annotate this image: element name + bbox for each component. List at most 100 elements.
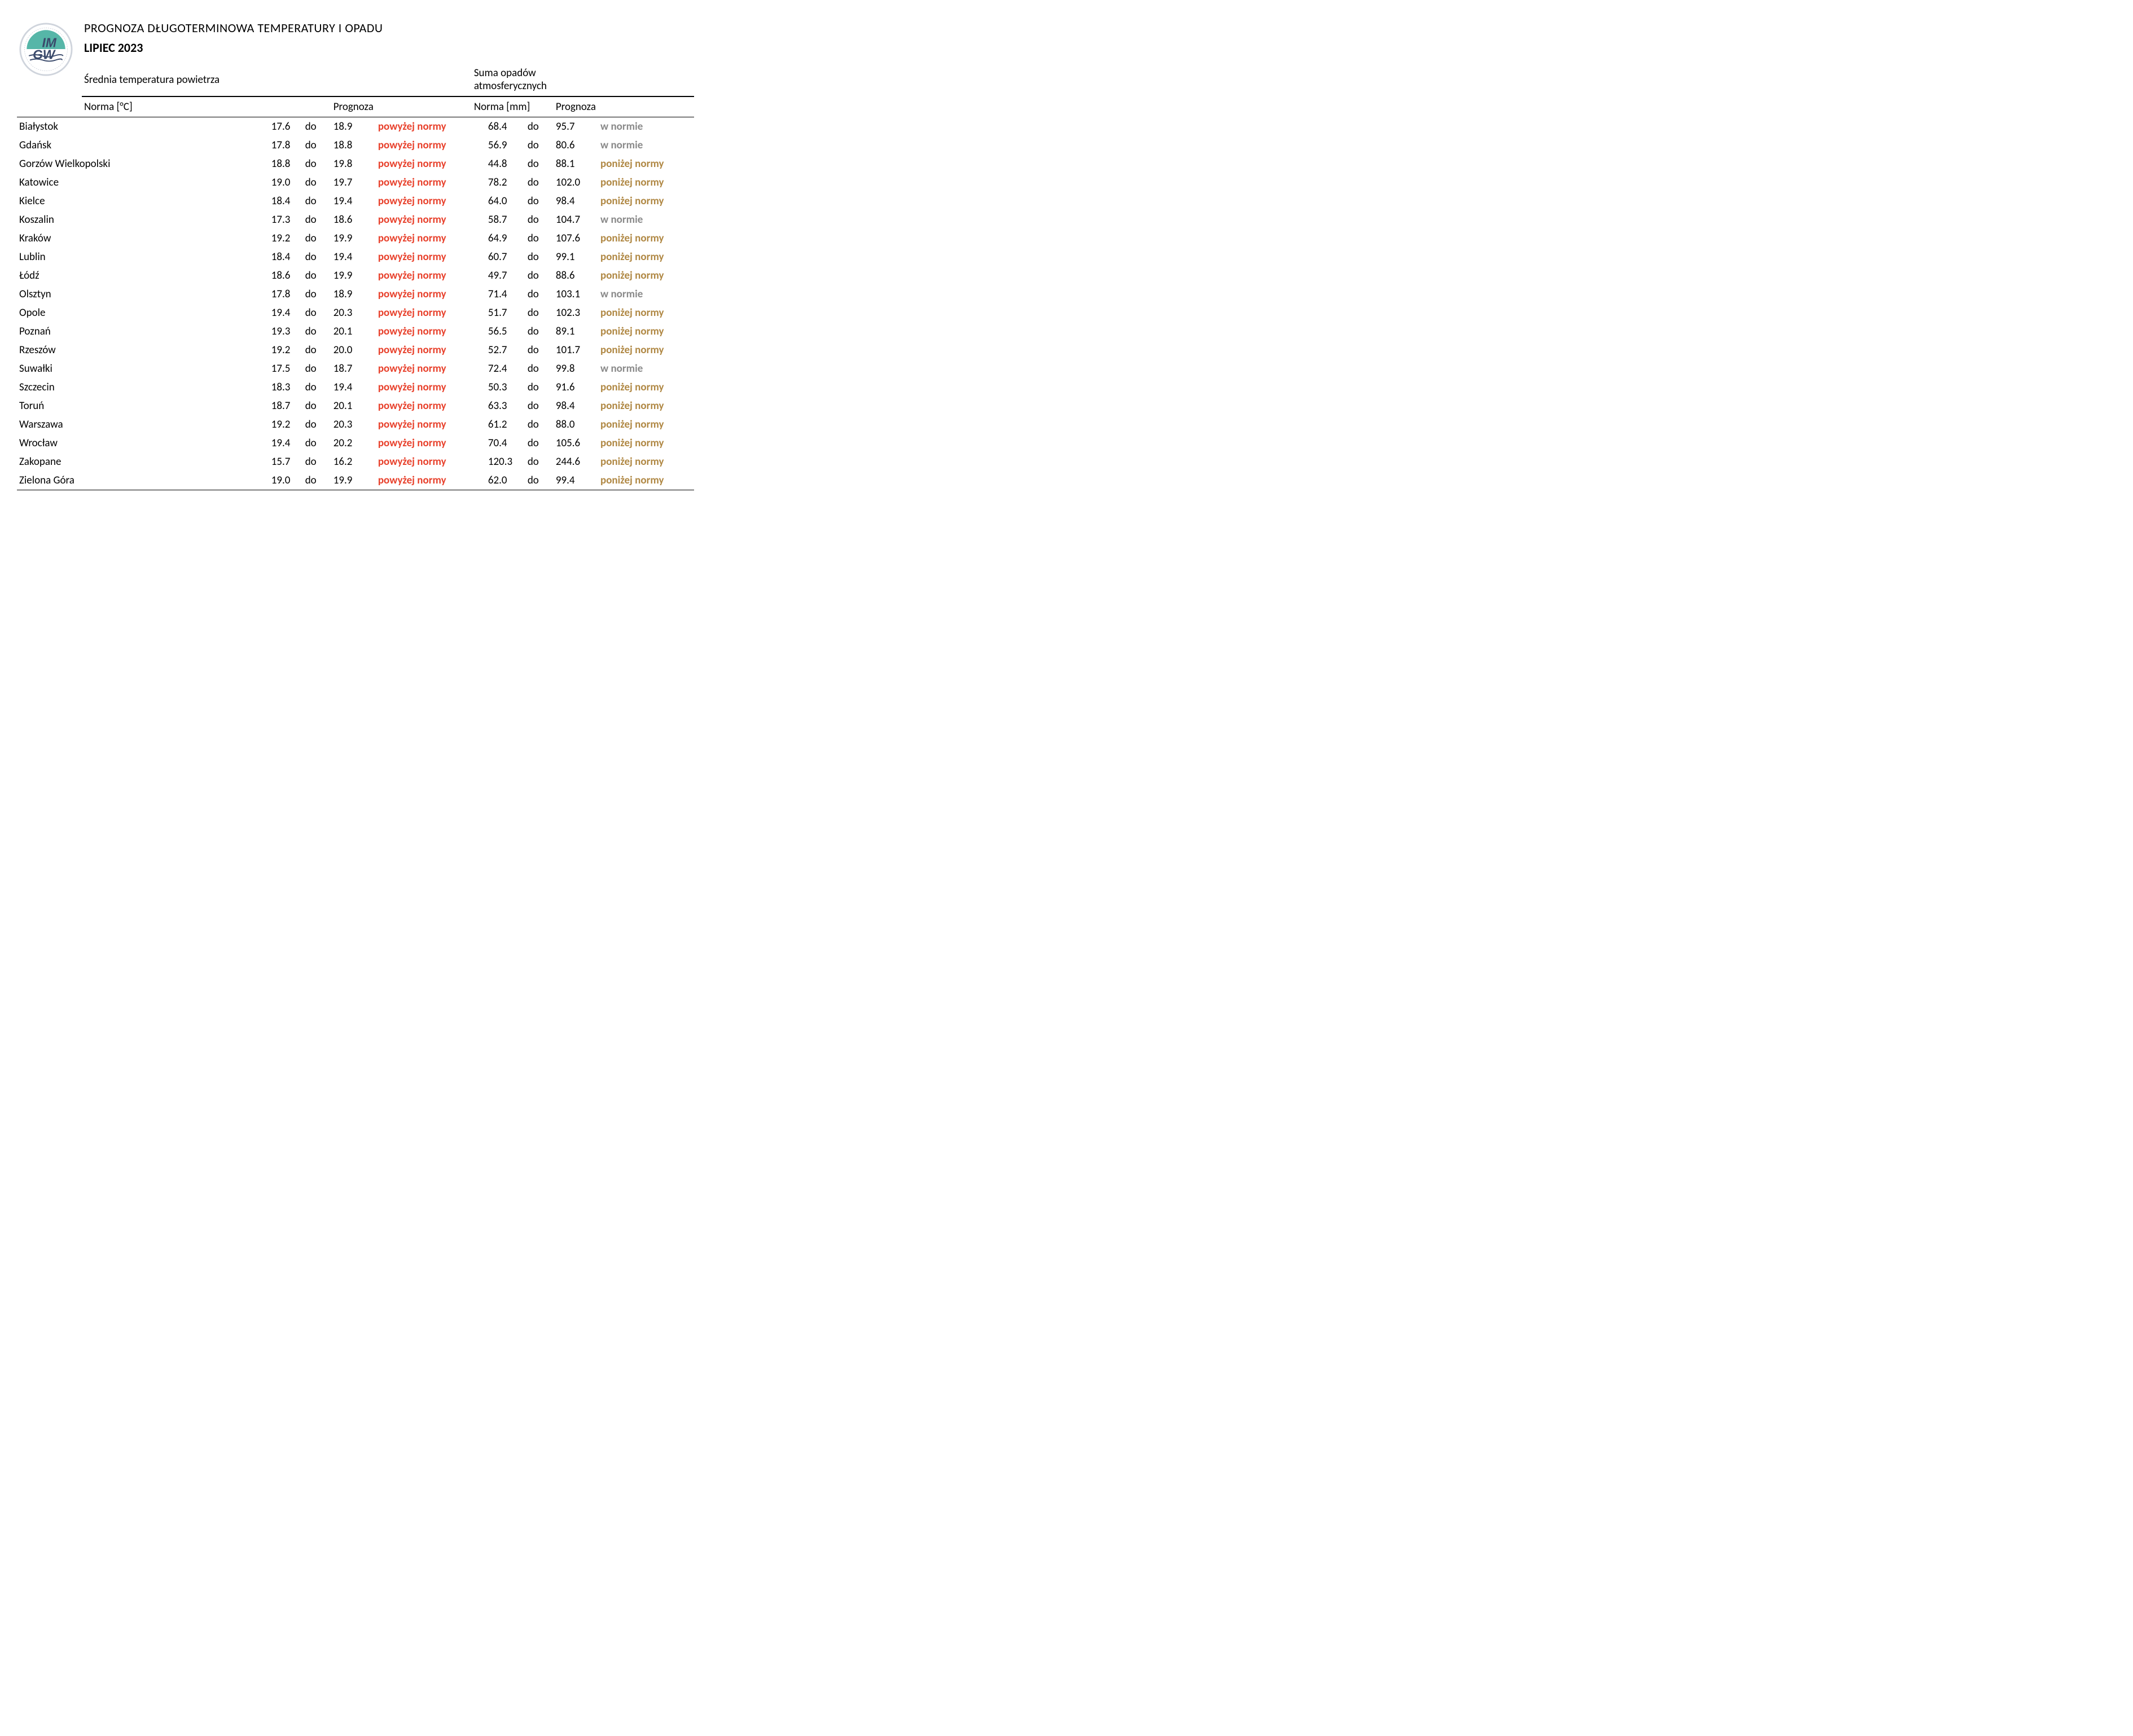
temp-prognosis: powyżej normy xyxy=(376,434,472,452)
table-row: Toruń 18.7 do 20.1 powyżej normy 63.3 do… xyxy=(17,397,694,415)
table-row: Zakopane 15.7 do 16.2 powyżej normy 120.… xyxy=(17,452,694,471)
precip-low: 71.4 xyxy=(486,285,525,304)
precip-low: 56.5 xyxy=(486,322,525,341)
page-subtitle: LIPIEC 2023 xyxy=(84,40,596,55)
table-row: Łódź 18.6 do 19.9 powyżej normy 49.7 do … xyxy=(17,266,694,285)
precip-prognosis: poniżej normy xyxy=(598,322,694,341)
city-name: Opole xyxy=(17,304,269,322)
precip-high: 102.0 xyxy=(554,173,598,192)
range-separator: do xyxy=(303,359,331,378)
imgw-logo: IM GW xyxy=(19,23,73,76)
temp-prognosis: powyżej normy xyxy=(376,452,472,471)
precip-prognosis: poniżej normy xyxy=(598,229,694,248)
precip-prognosis: poniżej normy xyxy=(598,452,694,471)
range-separator: do xyxy=(303,322,331,341)
city-name: Wrocław xyxy=(17,434,269,452)
precip-prognosis: poniżej normy xyxy=(598,155,694,173)
table-row: Szczecin 18.3 do 19.4 powyżej normy 50.3… xyxy=(17,378,694,397)
precip-low: 120.3 xyxy=(486,452,525,471)
range-separator: do xyxy=(525,229,554,248)
precip-high: 98.4 xyxy=(554,192,598,210)
temp-low: 18.6 xyxy=(269,266,303,285)
temp-low: 19.4 xyxy=(269,434,303,452)
temp-prognosis: powyżej normy xyxy=(376,285,472,304)
range-separator: do xyxy=(525,173,554,192)
temp-high: 19.9 xyxy=(331,229,376,248)
table-row: Rzeszów 19.2 do 20.0 powyżej normy 52.7 … xyxy=(17,341,694,359)
col-header-temp-prognoza: Prognoza xyxy=(331,96,376,117)
precip-low: 68.4 xyxy=(486,117,525,137)
range-separator: do xyxy=(303,210,331,229)
range-separator: do xyxy=(525,155,554,173)
precip-prognosis: poniżej normy xyxy=(598,248,694,266)
range-separator: do xyxy=(525,117,554,137)
temp-low: 17.8 xyxy=(269,136,303,155)
page-title: PROGNOZA DŁUGOTERMINOWA TEMPERATURY I OP… xyxy=(84,20,596,36)
precip-low: 51.7 xyxy=(486,304,525,322)
temp-low: 19.4 xyxy=(269,304,303,322)
temp-high: 18.9 xyxy=(331,117,376,137)
city-name: Lublin xyxy=(17,248,269,266)
precip-prognosis: w normie xyxy=(598,136,694,155)
range-separator: do xyxy=(303,434,331,452)
precip-high: 95.7 xyxy=(554,117,598,137)
range-separator: do xyxy=(525,452,554,471)
temp-low: 19.2 xyxy=(269,415,303,434)
precip-prognosis: poniżej normy xyxy=(598,304,694,322)
temp-prognosis: powyżej normy xyxy=(376,415,472,434)
table-row: Poznań 19.3 do 20.1 powyżej normy 56.5 d… xyxy=(17,322,694,341)
range-separator: do xyxy=(303,192,331,210)
city-name: Kielce xyxy=(17,192,269,210)
precip-prognosis: poniżej normy xyxy=(598,434,694,452)
city-name: Zielona Góra xyxy=(17,471,269,490)
range-separator: do xyxy=(303,248,331,266)
range-separator: do xyxy=(525,304,554,322)
precip-low: 56.9 xyxy=(486,136,525,155)
precip-prognosis: w normie xyxy=(598,210,694,229)
temp-prognosis: powyżej normy xyxy=(376,173,472,192)
temp-high: 18.6 xyxy=(331,210,376,229)
temp-low: 18.8 xyxy=(269,155,303,173)
precip-low: 52.7 xyxy=(486,341,525,359)
table-row: Gdańsk 17.8 do 18.8 powyżej normy 56.9 d… xyxy=(17,136,694,155)
precip-prognosis: w normie xyxy=(598,285,694,304)
temp-prognosis: powyżej normy xyxy=(376,192,472,210)
temp-low: 19.3 xyxy=(269,322,303,341)
range-separator: do xyxy=(303,285,331,304)
precip-high: 107.6 xyxy=(554,229,598,248)
temp-high: 20.1 xyxy=(331,397,376,415)
temp-prognosis: powyżej normy xyxy=(376,471,472,490)
range-separator: do xyxy=(525,192,554,210)
range-separator: do xyxy=(303,117,331,137)
precip-prognosis: poniżej normy xyxy=(598,397,694,415)
temp-low: 18.7 xyxy=(269,397,303,415)
temp-high: 19.7 xyxy=(331,173,376,192)
range-separator: do xyxy=(525,471,554,490)
table-row: Olsztyn 17.8 do 18.9 powyżej normy 71.4 … xyxy=(17,285,694,304)
precip-prognosis: poniżej normy xyxy=(598,378,694,397)
range-separator: do xyxy=(525,378,554,397)
precip-prognosis: poniżej normy xyxy=(598,266,694,285)
forecast-table: IM GW PROGNOZA DŁUGOTERMINOWA TEMPERATUR… xyxy=(17,17,694,490)
table-row: Warszawa 19.2 do 20.3 powyżej normy 61.2… xyxy=(17,415,694,434)
precip-low: 70.4 xyxy=(486,434,525,452)
range-separator: do xyxy=(303,304,331,322)
city-name: Rzeszów xyxy=(17,341,269,359)
table-row: Białystok 17.6 do 18.9 powyżej normy 68.… xyxy=(17,117,694,137)
city-name: Suwałki xyxy=(17,359,269,378)
temp-low: 17.6 xyxy=(269,117,303,137)
temp-prognosis: powyżej normy xyxy=(376,397,472,415)
range-separator: do xyxy=(303,136,331,155)
range-separator: do xyxy=(525,341,554,359)
range-separator: do xyxy=(525,285,554,304)
table-row: Koszalin 17.3 do 18.6 powyżej normy 58.7… xyxy=(17,210,694,229)
temp-high: 18.9 xyxy=(331,285,376,304)
temp-high: 20.2 xyxy=(331,434,376,452)
precip-low: 78.2 xyxy=(486,173,525,192)
table-row: Zielona Góra 19.0 do 19.9 powyżej normy … xyxy=(17,471,694,490)
temp-low: 19.2 xyxy=(269,341,303,359)
precip-high: 99.4 xyxy=(554,471,598,490)
precip-low: 50.3 xyxy=(486,378,525,397)
temp-high: 20.1 xyxy=(331,322,376,341)
col-header-temp-norma: Norma [°C] xyxy=(82,96,331,117)
